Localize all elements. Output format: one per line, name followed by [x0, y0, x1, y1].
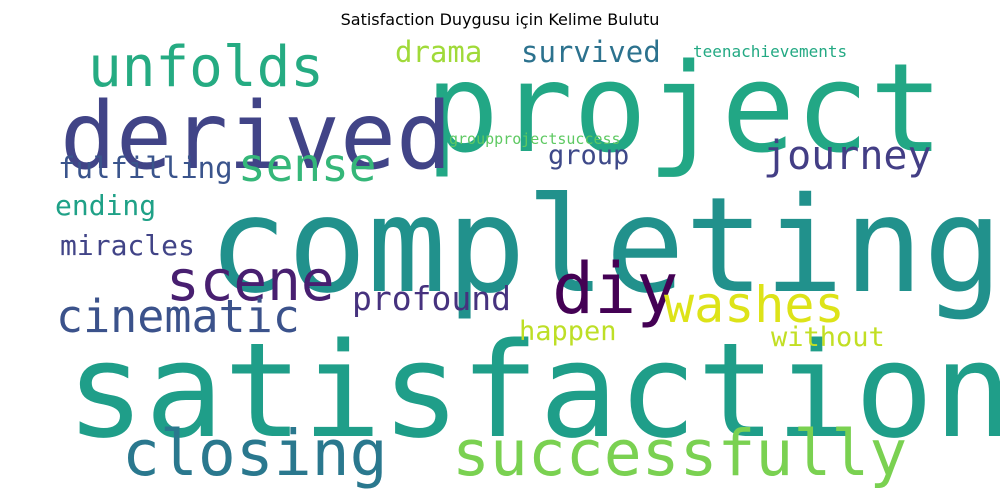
word-profound: profound — [352, 279, 511, 318]
word-group: group — [548, 140, 630, 171]
word-happen: happen — [519, 316, 617, 347]
word-closing: closing — [122, 417, 388, 490]
word-successfully: successfully — [452, 417, 908, 490]
word-miracles: miracles — [60, 229, 195, 262]
word-cloud: completing satisfaction project derived … — [50, 32, 1000, 490]
word-without: without — [771, 322, 885, 353]
word-groupprojectsuccess: groupprojectsuccess — [449, 130, 621, 148]
word-ending: ending — [55, 189, 157, 222]
word-diy: diy — [552, 248, 679, 330]
word-derived: derived — [60, 82, 452, 190]
word-washes: washes — [664, 276, 845, 334]
word-journey: journey — [763, 133, 932, 179]
word-drama: drama — [395, 35, 483, 69]
word-survived: survived — [521, 35, 661, 69]
word-fulfilling: fulfilling — [58, 151, 233, 185]
word-unfolds: unfolds — [88, 35, 325, 100]
word-completing: completing — [208, 169, 1000, 323]
word-cinematic: cinematic — [56, 290, 300, 343]
word-scene: scene — [166, 249, 335, 314]
figure-title: Satisfaction Duygusu için Kelime Bulutu — [340, 10, 660, 29]
word-satisfaction: satisfaction — [66, 314, 1000, 467]
word-teenachievements: teenachievements — [693, 42, 848, 61]
word-sense: sense — [238, 138, 377, 192]
word-project: project — [425, 38, 944, 181]
